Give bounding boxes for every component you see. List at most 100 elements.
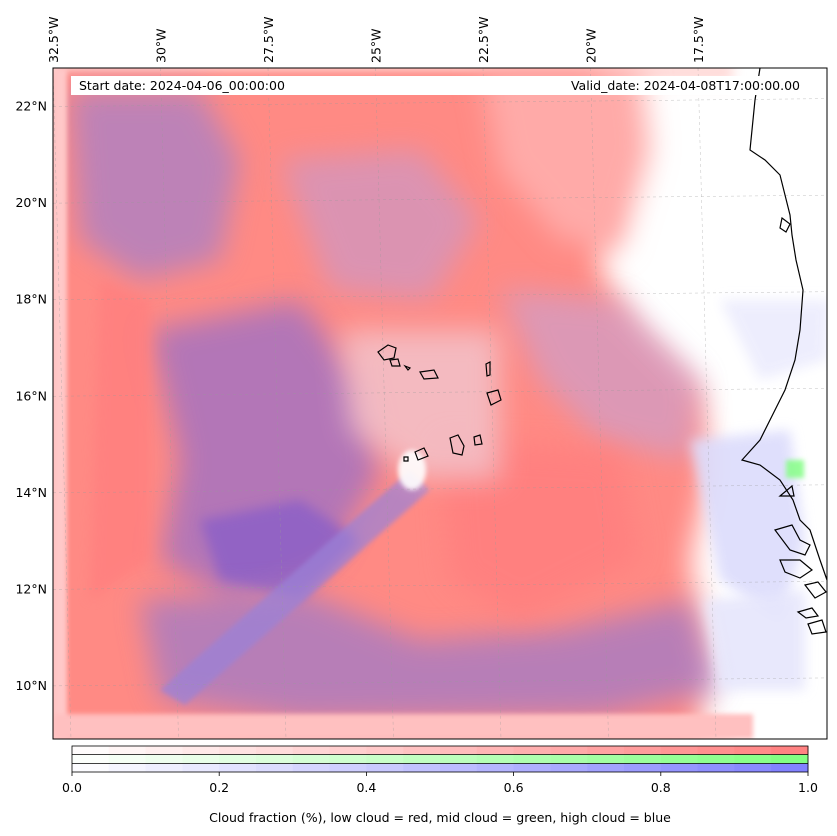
colorbar-tick-label: 0.2 <box>209 780 229 795</box>
colorbar-level <box>329 754 367 764</box>
colorbar-level <box>697 754 735 764</box>
lon-tick-label: 22.5°W <box>476 17 491 63</box>
lon-tick-label: 25°W <box>369 28 384 63</box>
colorbar-level <box>624 754 662 764</box>
gridline-lon <box>482 68 502 739</box>
colorbar-level <box>256 754 294 764</box>
map-frame <box>52 67 828 740</box>
colorbar-level <box>440 763 478 772</box>
colorbar-level <box>403 746 441 755</box>
colorbar-level <box>145 763 183 772</box>
colorbar-level <box>660 754 699 764</box>
gridline-lon <box>375 68 394 739</box>
date-info-box: Start date: 2024-04-06_00:00:00 Valid_da… <box>71 76 807 95</box>
colorbar-tick-label: 0.0 <box>62 780 82 795</box>
longitude-tick-labels: 32.5°W 30°W 27.5°W 25°W 22.5°W 20°W 17.5°W <box>46 17 706 63</box>
colorbar-level <box>256 746 294 755</box>
lon-tick-label: 20°W <box>584 28 599 63</box>
colorbar-level <box>256 763 294 772</box>
colorbar-high-cloud-strip <box>72 763 809 772</box>
colorbar-level <box>771 746 809 755</box>
colorbar-mid-cloud-strip <box>72 754 809 764</box>
colorbar-level <box>403 763 441 772</box>
colorbar-level <box>697 746 735 755</box>
colorbar-level <box>145 754 183 764</box>
colorbar-level <box>513 763 551 772</box>
colorbar-level <box>182 763 220 772</box>
gridline-lon <box>590 68 609 739</box>
colorbar-level <box>72 763 110 772</box>
colorbar-level <box>366 763 404 772</box>
gridline-lon <box>53 68 72 739</box>
colorbar-level <box>329 746 367 755</box>
colorbar-tick-label: 0.4 <box>356 780 376 795</box>
colorbar-level <box>219 754 257 764</box>
colorbar-level <box>660 746 699 755</box>
lon-tick-label: 27.5°W <box>261 17 276 63</box>
colorbar-level <box>182 746 220 755</box>
colorbar-level <box>219 763 257 772</box>
colorbar-label: Cloud fraction (%), low cloud = red, mid… <box>209 810 671 825</box>
colorbar-level <box>734 746 772 755</box>
colorbar-level <box>72 754 110 764</box>
colorbar-level <box>624 763 662 772</box>
colorbar-level <box>329 763 367 772</box>
valid-date-label: Valid_date: 2024-04-08T17:00:00.00 <box>571 78 800 93</box>
colorbar-tick-labels: 0.0 0.2 0.4 0.6 0.8 1.0 <box>62 772 818 795</box>
colorbar-level <box>476 746 515 755</box>
gridline-lon <box>697 68 717 739</box>
gridlines <box>53 68 827 739</box>
colorbar-level <box>660 763 699 772</box>
start-date-label: Start date: 2024-04-06_00:00:00 <box>79 78 285 93</box>
colorbar-tick-label: 0.8 <box>651 780 671 795</box>
colorbar-level <box>513 754 551 764</box>
colorbar-level <box>440 746 478 755</box>
colorbar-frame <box>71 745 809 773</box>
colorbar-level <box>108 754 147 764</box>
colorbar-tick-label: 1.0 <box>798 780 818 795</box>
colorbar-level <box>108 746 147 755</box>
lat-tick-label: 18°N <box>15 292 47 307</box>
latitude-tick-labels: 10°N 12°N 14°N 16°N 18°N 20°N 22°N <box>15 99 47 693</box>
colorbar-level <box>145 746 183 755</box>
colorbar-level <box>182 754 220 764</box>
lon-tick-label: 32.5°W <box>46 17 61 63</box>
lat-tick-label: 14°N <box>15 485 47 500</box>
lat-tick-label: 12°N <box>15 581 47 596</box>
colorbar-level <box>550 746 588 755</box>
cloud-field <box>53 68 827 739</box>
colorbar-level <box>587 754 625 764</box>
colorbar-level <box>513 746 551 755</box>
colorbar-level <box>734 763 772 772</box>
colorbar-level <box>219 746 257 755</box>
colorbar-level <box>697 763 735 772</box>
colorbar-level <box>292 763 331 772</box>
colorbar-level <box>292 754 331 764</box>
gridline-lon <box>160 68 179 739</box>
lon-tick-label: 17.5°W <box>691 17 706 63</box>
colorbar-level <box>403 754 441 764</box>
colorbar-level <box>366 754 404 764</box>
lat-tick-label: 20°N <box>15 195 47 210</box>
colorbar-level <box>440 754 478 764</box>
colorbar-level <box>587 746 625 755</box>
lon-tick-label: 30°W <box>154 28 169 63</box>
colorbar-level <box>550 763 588 772</box>
colorbar-level <box>771 754 809 764</box>
gridline-lon <box>267 68 287 739</box>
colorbar-level <box>292 746 331 755</box>
lat-tick-label: 10°N <box>15 678 47 693</box>
colorbar-level <box>366 746 404 755</box>
colorbar: 0.0 0.2 0.4 0.6 0.8 1.0 Cloud fraction (%), l… <box>62 745 818 825</box>
lat-tick-label: 22°N <box>15 99 47 114</box>
colorbar-level <box>734 754 772 764</box>
colorbar-level <box>476 763 515 772</box>
colorbar-level <box>108 763 147 772</box>
colorbar-level <box>72 746 110 755</box>
colorbar-level <box>771 763 809 772</box>
colorbar-level <box>550 754 588 764</box>
colorbar-low-cloud-strip <box>72 746 809 755</box>
colorbar-level <box>624 746 662 755</box>
colorbar-level <box>476 754 515 764</box>
